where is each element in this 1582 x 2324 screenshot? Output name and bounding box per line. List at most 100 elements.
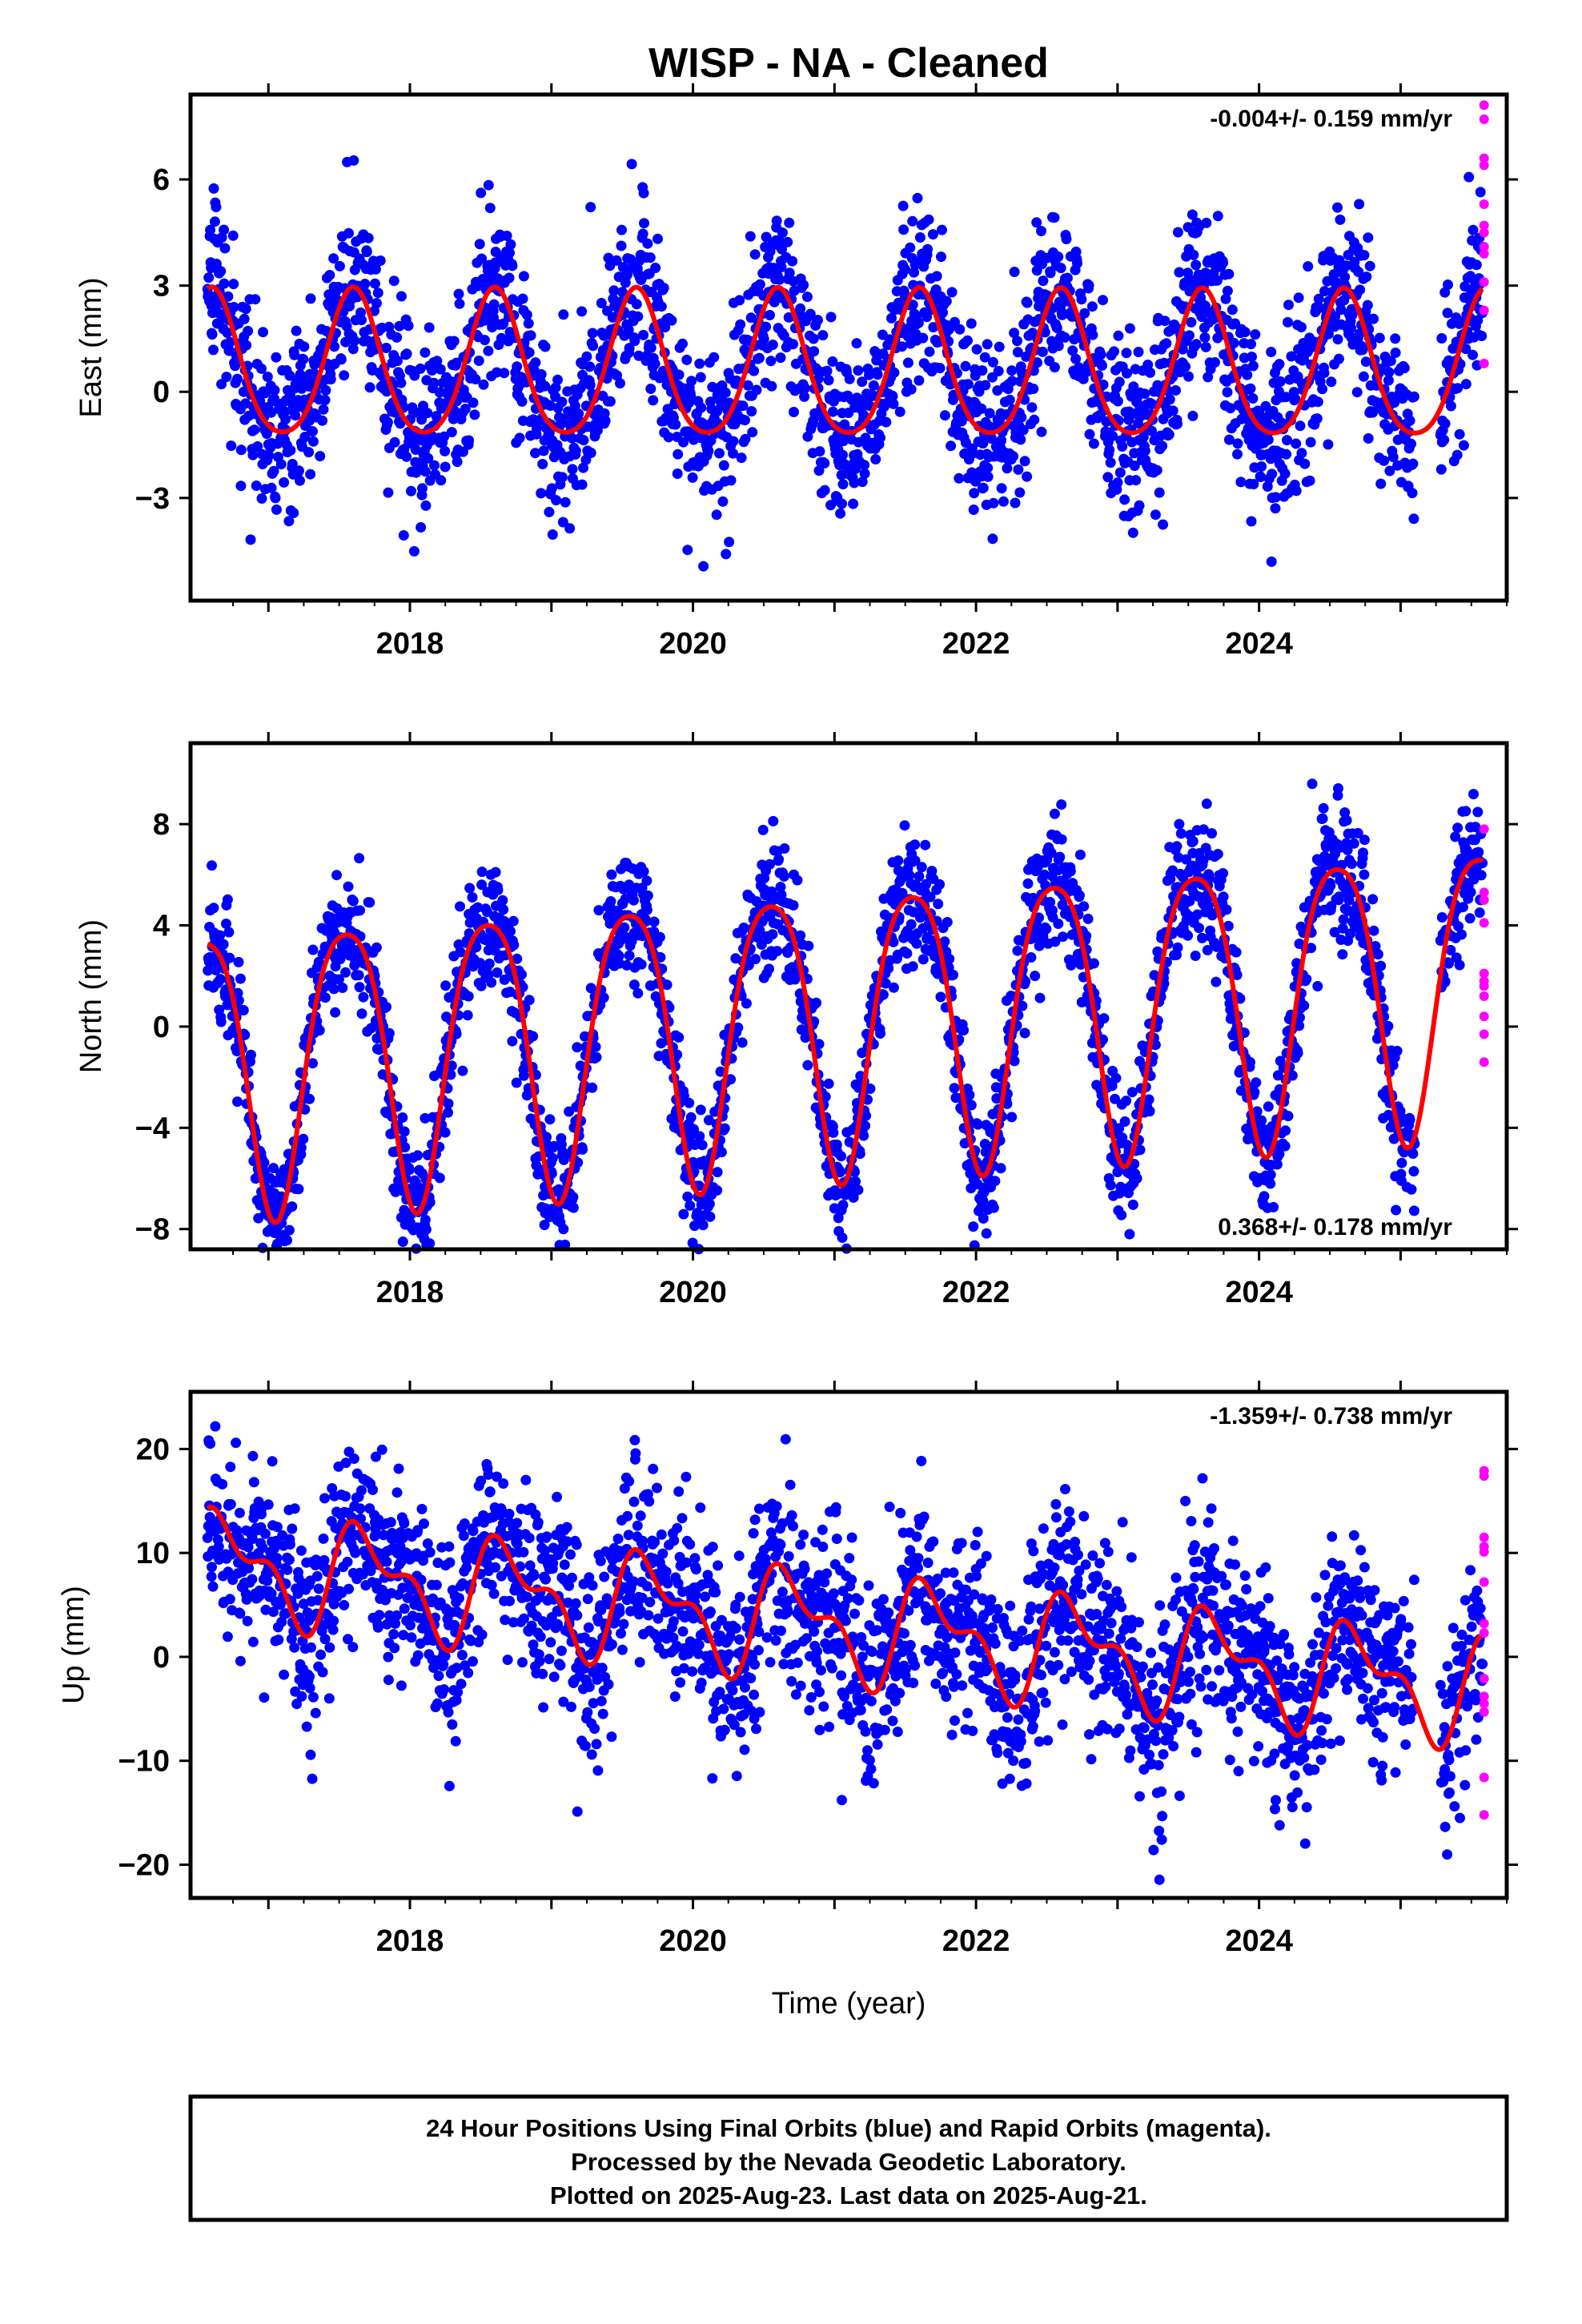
east-daily-point <box>1270 503 1281 514</box>
east-daily-point <box>420 347 431 358</box>
east-daily-point <box>1122 368 1132 379</box>
north-daily-point <box>1172 942 1183 953</box>
east-daily-point <box>335 354 347 365</box>
east-daily-point <box>937 224 947 235</box>
north-daily-point <box>1019 1027 1030 1039</box>
east-daily-point <box>814 446 825 457</box>
north-daily-point <box>1175 828 1186 839</box>
east-daily-point <box>1130 475 1142 486</box>
east-rapid-point <box>1479 248 1489 259</box>
east-daily-point <box>960 360 971 372</box>
east-y-tick-label: 3 <box>153 270 170 304</box>
north-daily-point <box>1391 1045 1403 1056</box>
east-daily-point <box>1183 371 1194 382</box>
east-daily-point <box>894 406 905 417</box>
east-daily-point <box>795 303 806 314</box>
north-daily-point <box>215 930 226 941</box>
east-daily-point <box>941 296 952 307</box>
north-daily-point <box>1017 1000 1028 1011</box>
east-daily-point <box>1404 415 1415 426</box>
east-daily-point <box>1333 353 1344 364</box>
east-daily-point <box>576 479 588 490</box>
north-daily-point <box>678 1208 689 1220</box>
east-daily-point <box>765 356 777 367</box>
east-daily-point <box>1296 448 1307 459</box>
east-daily-point <box>936 251 946 263</box>
east-daily-point <box>1139 388 1150 400</box>
east-daily-point <box>1084 428 1095 440</box>
north-daily-point <box>507 1035 518 1047</box>
north-daily-point <box>1056 799 1067 810</box>
east-daily-point <box>946 287 958 298</box>
east-daily-point <box>888 398 899 409</box>
north-daily-point <box>1053 919 1064 929</box>
north-daily-point <box>1333 783 1343 794</box>
north-daily-point <box>1022 878 1034 889</box>
east-daily-point <box>1361 271 1372 283</box>
east-rapid-point <box>1479 227 1489 238</box>
east-daily-point <box>224 336 235 348</box>
north-daily-point <box>1359 869 1370 880</box>
north-daily-point <box>828 1127 839 1138</box>
east-daily-point <box>1242 369 1253 380</box>
east-daily-point <box>203 272 215 283</box>
north-daily-point <box>218 939 229 950</box>
east-daily-point <box>603 252 614 263</box>
east-daily-point <box>754 279 765 290</box>
east-daily-point <box>339 370 350 381</box>
east-daily-point <box>596 298 607 308</box>
east-daily-point <box>939 410 950 421</box>
east-daily-point <box>1053 251 1064 263</box>
north-daily-point <box>1211 976 1222 987</box>
east-daily-point <box>451 357 462 368</box>
east-daily-point <box>1076 294 1087 305</box>
east-frame <box>188 92 1509 603</box>
east-daily-point <box>1452 383 1464 394</box>
east-daily-point <box>1154 487 1165 498</box>
east-daily-point <box>987 356 998 368</box>
east-daily-point <box>1330 312 1341 322</box>
north-daily-point <box>642 890 653 901</box>
north-daily-point <box>1110 1072 1122 1084</box>
north-daily-point <box>1119 1116 1130 1127</box>
north-daily-point <box>913 870 925 882</box>
north-daily-point <box>1221 904 1232 915</box>
east-daily-point <box>504 272 515 283</box>
north-daily-point <box>541 1132 552 1143</box>
east-daily-point <box>1086 301 1098 312</box>
east-daily-point <box>569 400 580 412</box>
east-daily-point <box>638 329 649 340</box>
north-daily-point <box>512 953 523 964</box>
north-daily-point <box>935 991 946 1003</box>
east-daily-point <box>1104 444 1115 456</box>
east-daily-point <box>639 218 649 229</box>
east-daily-point <box>1223 268 1235 279</box>
north-daily-point <box>1182 930 1194 941</box>
east-daily-point <box>266 407 277 418</box>
east-daily-point <box>588 340 599 352</box>
north-daily-point <box>446 1060 457 1072</box>
east-daily-point <box>228 302 239 312</box>
north-daily-point <box>893 855 904 866</box>
east-daily-point <box>453 288 464 300</box>
east-daily-point <box>1196 312 1207 322</box>
east-daily-point <box>872 369 883 380</box>
east-daily-point <box>1088 438 1099 449</box>
north-daily-point <box>1201 798 1212 810</box>
north-daily-point <box>400 1142 411 1153</box>
east-daily-point <box>361 247 372 258</box>
east-daily-point <box>950 316 960 328</box>
east-daily-point <box>928 322 939 333</box>
north-daily-point <box>283 1224 295 1236</box>
east-daily-point <box>1468 224 1479 235</box>
east-daily-point <box>1026 402 1038 413</box>
east-daily-point <box>499 368 510 379</box>
north-daily-point <box>381 1001 391 1012</box>
east-daily-point <box>611 255 622 266</box>
north-daily-point <box>767 929 778 940</box>
east-daily-point <box>294 465 304 476</box>
east-rapid-point <box>1479 277 1489 287</box>
north-daily-point <box>390 1186 401 1197</box>
